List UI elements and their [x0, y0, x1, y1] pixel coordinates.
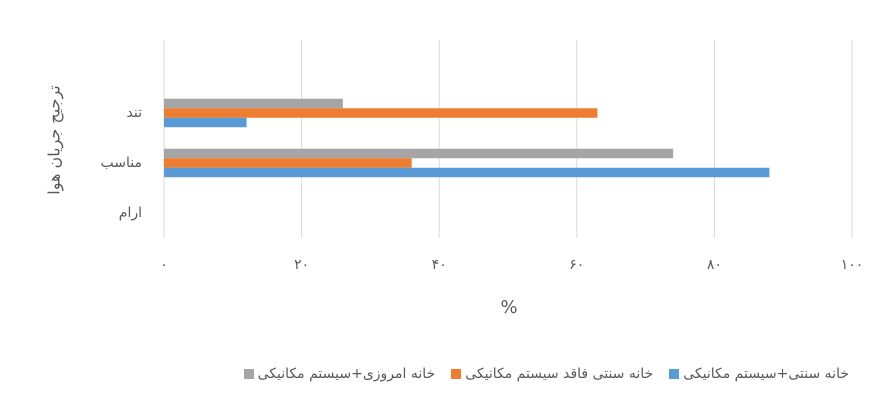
x-tick-label: ۱۰۰ [841, 257, 864, 273]
legend-item: خانه امروزی+سیستم مکانیکی [243, 366, 436, 382]
x-tick-label: ۲۰ [294, 257, 309, 273]
x-tick-label: ۸۰ [707, 257, 722, 273]
y-axis-label: ترجیح جریان هوا [45, 85, 65, 194]
x-axis-label: % [500, 297, 517, 318]
legend-swatch [669, 369, 680, 379]
bar [164, 148, 674, 159]
bar [164, 167, 770, 178]
legend-label: خانه امروزی+سیستم مکانیکی [257, 366, 436, 382]
legend-swatch [451, 369, 462, 379]
legend-item: خانه سنتی فاقد سیستم مکانیکی [451, 366, 653, 382]
chart: % ترجیح جریان هوا ۰ ۲۰ ۴۰ ۶۰ ۸۰ ۱۰۰ تند مناسب ار… [45, 40, 864, 318]
legend-item: خانه سنتی+سیستم مکانیکی [669, 366, 849, 382]
x-tick-label: ۶۰ [569, 257, 584, 273]
x-tick-label: ۴۰ [432, 257, 447, 273]
bar [164, 158, 412, 168]
bar [164, 108, 598, 118]
legend: خانه سنتی+سیستم مکانیکی خانه سنتی فاقد سی… [243, 366, 849, 382]
legend-label: خانه سنتی+سیستم مکانیکی [683, 366, 849, 382]
legend-swatch [243, 369, 254, 379]
bar [164, 98, 343, 109]
legend-label: خانه سنتی فاقد سیستم مکانیکی [465, 366, 654, 382]
y-tick-label: تند [127, 105, 143, 121]
y-tick-label: ارام [119, 205, 142, 221]
x-tick-label: ۰ [160, 257, 168, 273]
bar [164, 117, 247, 128]
y-tick-label: مناسب [101, 155, 142, 171]
